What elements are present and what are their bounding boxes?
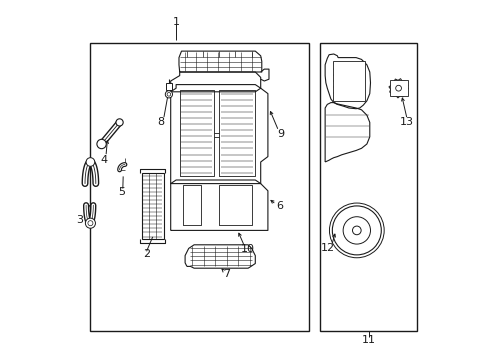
Circle shape bbox=[85, 218, 95, 228]
Circle shape bbox=[352, 226, 361, 235]
Bar bbox=[142, 173, 163, 239]
Text: 10: 10 bbox=[240, 244, 254, 254]
Text: 6: 6 bbox=[276, 201, 283, 211]
Circle shape bbox=[97, 139, 106, 149]
Circle shape bbox=[165, 91, 172, 98]
Text: 8: 8 bbox=[157, 117, 164, 127]
Text: 3: 3 bbox=[76, 215, 83, 225]
Bar bbox=[166, 83, 171, 90]
Circle shape bbox=[88, 221, 93, 226]
Circle shape bbox=[395, 85, 401, 91]
Text: 13: 13 bbox=[399, 117, 413, 127]
Bar bbox=[320, 43, 416, 331]
Circle shape bbox=[86, 158, 95, 166]
Text: 9: 9 bbox=[277, 129, 284, 139]
Bar bbox=[389, 80, 407, 96]
Bar bbox=[332, 61, 365, 101]
Bar bbox=[89, 43, 309, 331]
Circle shape bbox=[329, 203, 384, 258]
Text: 2: 2 bbox=[142, 249, 150, 259]
Circle shape bbox=[167, 93, 170, 96]
Text: 11: 11 bbox=[361, 335, 375, 345]
Circle shape bbox=[116, 119, 123, 126]
Text: 1: 1 bbox=[172, 17, 179, 27]
Text: 12: 12 bbox=[321, 243, 335, 253]
Text: 5: 5 bbox=[119, 186, 125, 197]
Text: 4: 4 bbox=[101, 155, 107, 165]
Text: 7: 7 bbox=[223, 269, 229, 279]
